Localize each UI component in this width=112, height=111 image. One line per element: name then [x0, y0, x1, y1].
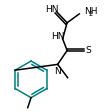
Text: HN: HN — [45, 5, 58, 14]
Text: S: S — [86, 46, 92, 55]
Text: NH: NH — [84, 7, 97, 16]
Text: N: N — [54, 67, 61, 76]
Text: HN: HN — [51, 32, 64, 41]
Text: 2: 2 — [89, 11, 93, 17]
